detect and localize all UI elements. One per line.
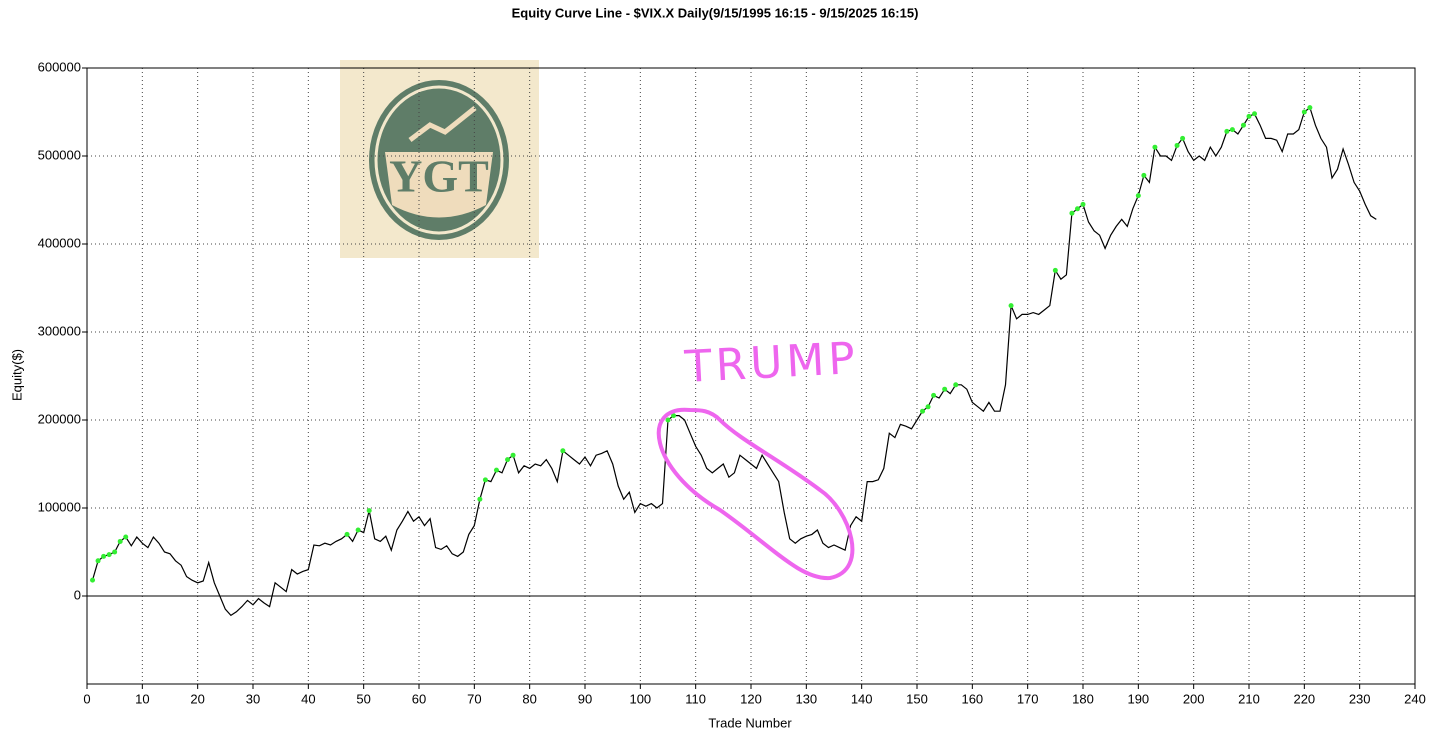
- x-tick-label: 190: [1127, 691, 1149, 706]
- x-tick-label: 170: [1017, 691, 1039, 706]
- new-high-marker: [1135, 193, 1141, 199]
- new-high-marker: [355, 527, 361, 533]
- x-tick-label: 40: [301, 691, 315, 706]
- new-high-marker: [123, 534, 129, 540]
- x-tick-label: 200: [1183, 691, 1205, 706]
- chart-title: Equity Curve Line - $VIX.X Daily(9/15/19…: [512, 5, 919, 20]
- logo-arrow: [408, 106, 477, 142]
- new-high-marker: [366, 508, 372, 514]
- logo-inner-ring: [374, 85, 504, 235]
- new-high-marker: [1180, 135, 1186, 141]
- y-tick-label: 200000: [38, 411, 81, 426]
- new-high-marker: [1152, 144, 1158, 150]
- x-tick-label: 230: [1349, 691, 1371, 706]
- new-high-marker: [1246, 113, 1252, 119]
- plot-frame: [86, 67, 1416, 685]
- x-tick-label: 140: [851, 691, 873, 706]
- x-tick-label: 120: [740, 691, 762, 706]
- new-high-marker: [101, 553, 107, 559]
- x-tick-label: 220: [1293, 691, 1315, 706]
- new-high-marker: [920, 408, 926, 414]
- y-tick-label: 0: [74, 587, 81, 602]
- new-high-marker: [1252, 111, 1258, 117]
- new-high-marker: [510, 452, 516, 458]
- x-tick-label: 180: [1072, 691, 1094, 706]
- y-tick-label: 100000: [38, 499, 81, 514]
- y-tick-label: 600000: [38, 59, 81, 74]
- new-high-marker: [1052, 267, 1058, 273]
- x-tick-label: 150: [906, 691, 928, 706]
- x-tick-label: 30: [246, 691, 260, 706]
- x-tick-label: 10: [135, 691, 149, 706]
- x-tick-label: 100: [629, 691, 651, 706]
- new-high-marker: [560, 448, 566, 454]
- new-high-marker: [953, 382, 959, 388]
- equity-line: [91, 106, 1377, 617]
- y-tick-label: 500000: [38, 147, 81, 162]
- new-high-marker: [477, 496, 483, 502]
- x-tick-label: 80: [522, 691, 536, 706]
- new-high-marker: [1008, 303, 1014, 309]
- new-high-marker: [482, 477, 488, 483]
- y-axis-label: Equity($): [9, 349, 24, 401]
- new-high-marker: [1307, 105, 1313, 111]
- x-tick-label: 20: [190, 691, 204, 706]
- x-tick-label: 60: [412, 691, 426, 706]
- new-high-marker: [1301, 109, 1307, 115]
- y-tick-label: 300000: [38, 323, 81, 338]
- logo: YGT: [340, 60, 539, 258]
- new-high-marker: [1174, 142, 1180, 148]
- new-high-marker: [665, 417, 671, 423]
- annotation-ellipse: [656, 407, 855, 581]
- new-high-marker: [112, 549, 118, 555]
- logo-banner: [385, 152, 493, 218]
- new-high-marker: [505, 457, 511, 463]
- annotation-text: TRUMP: [683, 333, 861, 393]
- new-high-marker: [1240, 122, 1246, 128]
- new-high-marker: [1074, 206, 1080, 212]
- new-high-marker: [1141, 172, 1147, 178]
- x-tick-label: 110: [685, 691, 706, 706]
- new-high-marker: [117, 538, 123, 544]
- y-tick-label: 400000: [38, 235, 81, 250]
- x-tick-label: 210: [1238, 691, 1260, 706]
- new-high-marker: [90, 577, 96, 583]
- new-high-marker: [942, 386, 948, 392]
- x-tick-label: 70: [467, 691, 481, 706]
- new-high-marker: [493, 467, 499, 473]
- new-high-marker: [1069, 210, 1075, 216]
- x-axis-label: Trade Number: [708, 715, 792, 730]
- new-high-marker: [931, 392, 937, 398]
- x-tick-label: 240: [1404, 691, 1426, 706]
- new-high-marker: [1229, 127, 1235, 133]
- logo-text: YGT: [389, 151, 489, 202]
- new-high-marker: [106, 552, 112, 558]
- x-tick-label: 90: [578, 691, 592, 706]
- new-high-marker: [1080, 201, 1086, 207]
- new-high-marker: [344, 531, 350, 537]
- x-tick-label: 130: [795, 691, 817, 706]
- x-tick-label: 0: [83, 691, 90, 706]
- x-tick-label: 160: [961, 691, 983, 706]
- new-high-marker: [671, 413, 677, 419]
- new-high-marker: [925, 404, 931, 410]
- new-high-marker: [1224, 128, 1230, 134]
- new-high-marker: [95, 558, 101, 564]
- x-tick-label: 50: [356, 691, 370, 706]
